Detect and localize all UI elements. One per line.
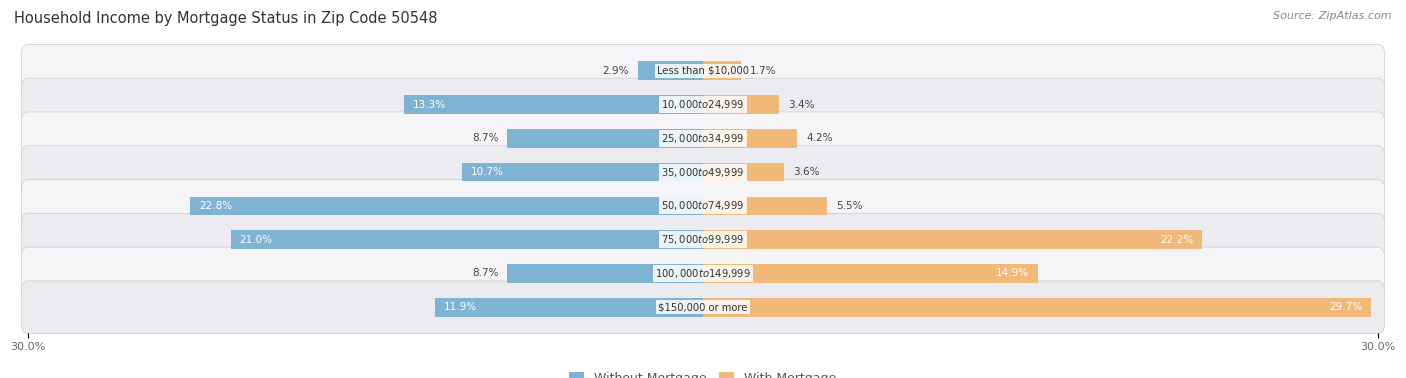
FancyBboxPatch shape (21, 112, 1385, 165)
Text: 22.8%: 22.8% (200, 201, 232, 211)
Legend: Without Mortgage, With Mortgage: Without Mortgage, With Mortgage (564, 367, 842, 378)
Text: 11.9%: 11.9% (444, 302, 478, 312)
FancyBboxPatch shape (21, 213, 1385, 266)
Bar (703, 163, 785, 181)
Text: 8.7%: 8.7% (472, 133, 498, 143)
Text: 5.5%: 5.5% (835, 201, 862, 211)
Text: 14.9%: 14.9% (995, 268, 1029, 279)
Bar (436, 298, 703, 317)
FancyBboxPatch shape (21, 247, 1385, 300)
Bar (703, 197, 827, 215)
Text: 22.2%: 22.2% (1160, 235, 1194, 245)
Text: $50,000 to $74,999: $50,000 to $74,999 (661, 200, 745, 212)
Bar (703, 231, 1202, 249)
Text: Household Income by Mortgage Status in Zip Code 50548: Household Income by Mortgage Status in Z… (14, 11, 437, 26)
Text: $75,000 to $99,999: $75,000 to $99,999 (661, 233, 745, 246)
Text: $150,000 or more: $150,000 or more (658, 302, 748, 312)
Bar (508, 264, 703, 283)
Text: $35,000 to $49,999: $35,000 to $49,999 (661, 166, 745, 178)
Bar (703, 264, 1038, 283)
Text: 10.7%: 10.7% (471, 167, 505, 177)
Bar (404, 95, 703, 114)
Text: 3.6%: 3.6% (793, 167, 820, 177)
Bar (638, 61, 703, 80)
Text: $100,000 to $149,999: $100,000 to $149,999 (655, 267, 751, 280)
Bar (703, 61, 741, 80)
Text: 3.4%: 3.4% (789, 99, 815, 110)
Text: 4.2%: 4.2% (807, 133, 832, 143)
Text: 13.3%: 13.3% (413, 99, 446, 110)
Bar (703, 298, 1371, 317)
FancyBboxPatch shape (21, 146, 1385, 198)
Bar (190, 197, 703, 215)
Text: 1.7%: 1.7% (751, 66, 776, 76)
Text: $10,000 to $24,999: $10,000 to $24,999 (661, 98, 745, 111)
Text: 21.0%: 21.0% (239, 235, 273, 245)
FancyBboxPatch shape (21, 44, 1385, 97)
FancyBboxPatch shape (21, 180, 1385, 232)
Bar (463, 163, 703, 181)
Text: Source: ZipAtlas.com: Source: ZipAtlas.com (1274, 11, 1392, 21)
FancyBboxPatch shape (21, 78, 1385, 131)
Text: Less than $10,000: Less than $10,000 (657, 66, 749, 76)
Text: 2.9%: 2.9% (602, 66, 628, 76)
Bar (703, 95, 779, 114)
Text: $25,000 to $34,999: $25,000 to $34,999 (661, 132, 745, 145)
Bar (231, 231, 703, 249)
Bar (508, 129, 703, 147)
FancyBboxPatch shape (21, 281, 1385, 334)
Text: 8.7%: 8.7% (472, 268, 498, 279)
Text: 29.7%: 29.7% (1329, 302, 1362, 312)
Bar (703, 129, 797, 147)
